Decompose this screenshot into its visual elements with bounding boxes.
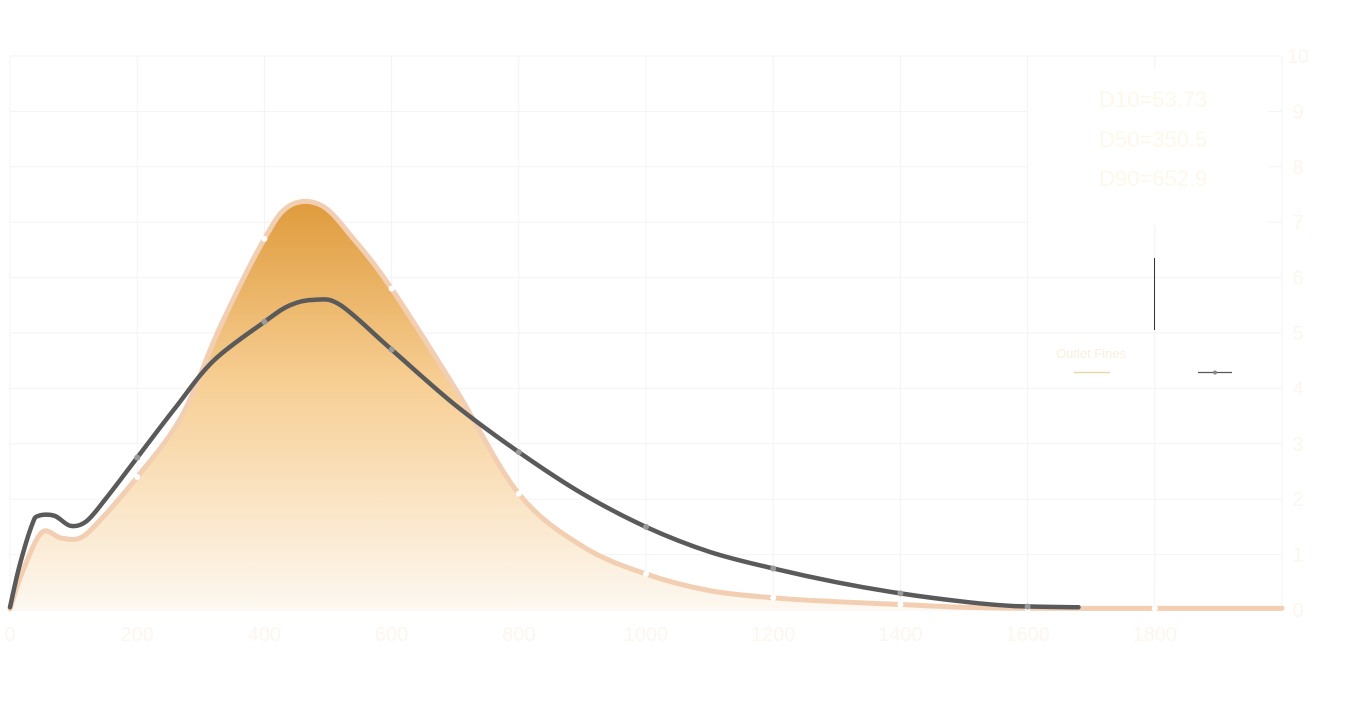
annotation-panel — [1028, 70, 1268, 225]
y-tick-label-6: 6 — [1292, 268, 1303, 290]
y-tick-label-4: 4 — [1292, 378, 1303, 400]
y-tick-label-9: 9 — [1292, 101, 1303, 123]
x-tick-label-0: 0 — [4, 624, 15, 646]
x-tick-label-3: 600 — [375, 624, 408, 646]
annotation-d90: D90=652.9 — [1099, 166, 1207, 191]
series-1-line — [7, 297, 1081, 610]
x-tick-label-6: 1200 — [751, 624, 796, 646]
y-tick-label-3: 3 — [1292, 434, 1303, 456]
series-1-marker-0 — [134, 454, 141, 461]
series-1-marker-1 — [261, 318, 268, 325]
series-0-marker-4 — [643, 570, 649, 577]
legend: Outlet Fines — [1056, 258, 1232, 375]
x-tick-label-7: 1400 — [878, 624, 923, 646]
y-tick-label-2: 2 — [1292, 489, 1303, 511]
series-1-marker-5 — [770, 565, 777, 572]
legend-label-outlet-fines: Outlet Fines — [1056, 346, 1127, 361]
y-tick-label-0: 0 — [1292, 600, 1303, 622]
series-1-marker-7 — [1024, 603, 1031, 610]
axis-ticks: 0 200 400 600 800 1000 1200 1400 1600 1800 0 1 2 3 4 5 6… — [4, 46, 1309, 646]
y-tick-label-7: 7 — [1292, 212, 1303, 234]
series-1-marker-6 — [897, 590, 904, 597]
series-1-marker-4 — [643, 523, 649, 530]
x-tick-label-9: 1800 — [1133, 624, 1178, 646]
series-0-outline — [7, 198, 1285, 612]
series-1-marker-2 — [388, 346, 395, 353]
y-tick-label-5: 5 — [1292, 323, 1303, 345]
annotation-d50: D50=350.5 — [1099, 127, 1207, 152]
series-0-marker-8 — [1151, 605, 1158, 612]
series-1-marker-3 — [515, 449, 522, 456]
series-0-marker-3 — [515, 490, 522, 497]
x-tick-label-1: 200 — [121, 624, 154, 646]
series-0-marker-2 — [388, 285, 395, 292]
x-tick-label-5: 1000 — [624, 624, 669, 646]
series-0-marker-5 — [770, 594, 777, 601]
annotation-d10: D10=53.73 — [1099, 87, 1207, 112]
x-tick-label-4: 800 — [502, 624, 535, 646]
y-tick-label-8: 8 — [1292, 157, 1303, 179]
x-tick-label-2: 400 — [248, 624, 281, 646]
series-0-area-fill — [10, 201, 1282, 610]
legend-marker-second-series — [1213, 370, 1217, 375]
plot-area — [7, 198, 1285, 612]
y-tick-label-10: 10 — [1287, 46, 1309, 68]
series-0-marker-6 — [897, 601, 904, 608]
series-0-marker-0 — [134, 474, 141, 481]
y-tick-label-1: 1 — [1292, 545, 1303, 567]
series-0-marker-1 — [261, 235, 268, 242]
x-tick-label-8: 1600 — [1005, 624, 1050, 646]
